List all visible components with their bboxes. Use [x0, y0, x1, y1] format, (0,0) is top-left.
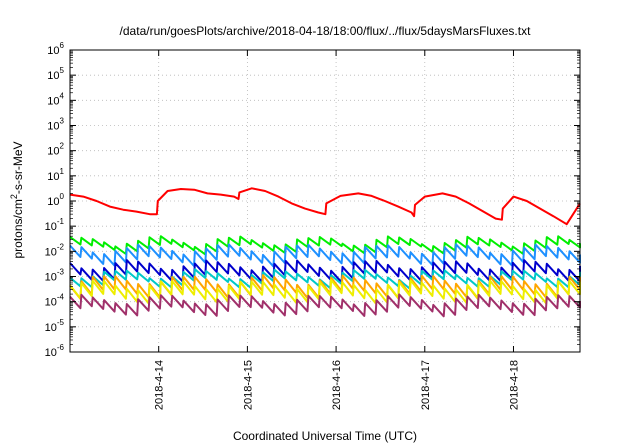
y-tick-label: 10-5 — [45, 318, 65, 334]
y-tick-label: 10-4 — [45, 293, 65, 309]
y-tick-label: 100 — [47, 192, 64, 208]
y-tick-label: 10-3 — [45, 268, 65, 284]
x-tick-label: 2018-4-16 — [331, 360, 343, 410]
series-line — [69, 243, 581, 268]
y-tick-label: 106 — [47, 41, 64, 57]
y-tick-label: 102 — [47, 142, 64, 158]
x-tick-label: 2018-4-18 — [508, 360, 520, 410]
x-tick-label: 2018-4-15 — [242, 360, 254, 410]
x-axis-ticks: 2018-4-14 2018-4-15 2018-4-16 2018-4-17 2018… — [154, 50, 520, 410]
y-tick-label: 10-6 — [45, 343, 65, 359]
y-axis-title-sup: 2 — [9, 194, 19, 199]
y-axis-title-rest: -s-sr-MeV — [11, 141, 25, 194]
y-tick-label: 105 — [47, 66, 64, 82]
series-line — [69, 293, 581, 318]
x-tick-label: 2018-4-14 — [154, 360, 166, 410]
y-tick-label: 104 — [47, 91, 64, 107]
y-tick-label: 10-1 — [45, 217, 65, 233]
y-axis-title: protons/cm2-s-sr-MeV — [9, 141, 25, 258]
x-tick-label: 2018-4-17 — [420, 360, 432, 410]
series-line — [69, 187, 581, 226]
y-axis-ticks: 10-6 10-5 10-4 10-3 10-2 10-1 100 101 102 103 104 1… — [45, 41, 580, 359]
y-axis-title-main: protons/cm — [11, 199, 25, 258]
series-line — [69, 235, 581, 256]
series-group — [69, 187, 581, 318]
y-tick-label: 103 — [47, 117, 64, 133]
y-tick-label: 10-2 — [45, 242, 65, 258]
chart-title: /data/run/goesPlots/archive/2018-04-18/1… — [120, 24, 532, 38]
y-tick-label: 101 — [47, 167, 64, 183]
x-axis-title: Coordinated Universal Time (UTC) — [233, 429, 417, 443]
